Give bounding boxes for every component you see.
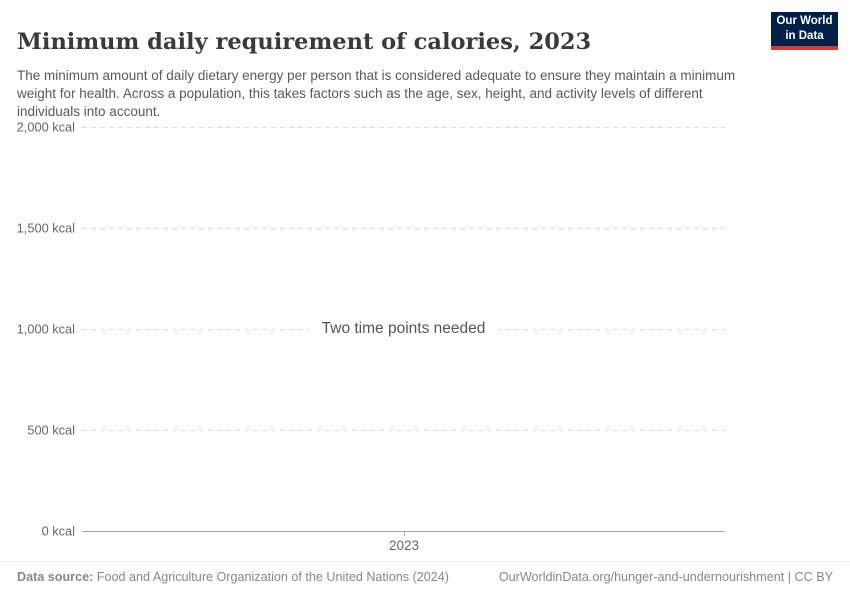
y-tick-label-1000: 1,000 kcal (16, 321, 75, 337)
x-axis-line (82, 531, 725, 532)
y-tick-label-2000: 2,000 kcal (16, 119, 75, 135)
footer-divider (0, 561, 850, 562)
owid-logo[interactable]: Our World in Data (771, 12, 838, 50)
gridline-2000 (82, 127, 725, 128)
x-axis-tick (404, 531, 405, 536)
x-tick-label-2023: 2023 (388, 538, 420, 553)
data-source-value: Food and Agriculture Organization of the… (93, 570, 449, 584)
owid-logo-line2: in Data (785, 30, 824, 42)
y-tick-label-500: 500 kcal (27, 422, 75, 438)
footer-link[interactable]: OurWorldinData.org/hunger-and-undernouri… (498, 570, 833, 584)
gridline-500 (82, 430, 725, 431)
gridline-1500 (82, 228, 725, 229)
data-source-text: Data source: Food and Agriculture Organi… (17, 570, 449, 584)
footer: Data source: Food and Agriculture Organi… (17, 570, 833, 584)
owid-logo-line1: Our World (776, 15, 833, 28)
y-tick-label-0: 0 kcal (41, 523, 75, 539)
y-tick-label-1500: 1,500 kcal (16, 220, 75, 236)
data-source-label: Data source: (17, 570, 94, 584)
gridline-1000 (82, 329, 725, 330)
chart-title: Minimum daily requirement of calories, 2… (17, 29, 592, 56)
chart-subtitle: The minimum amount of daily dietary ener… (17, 67, 736, 119)
